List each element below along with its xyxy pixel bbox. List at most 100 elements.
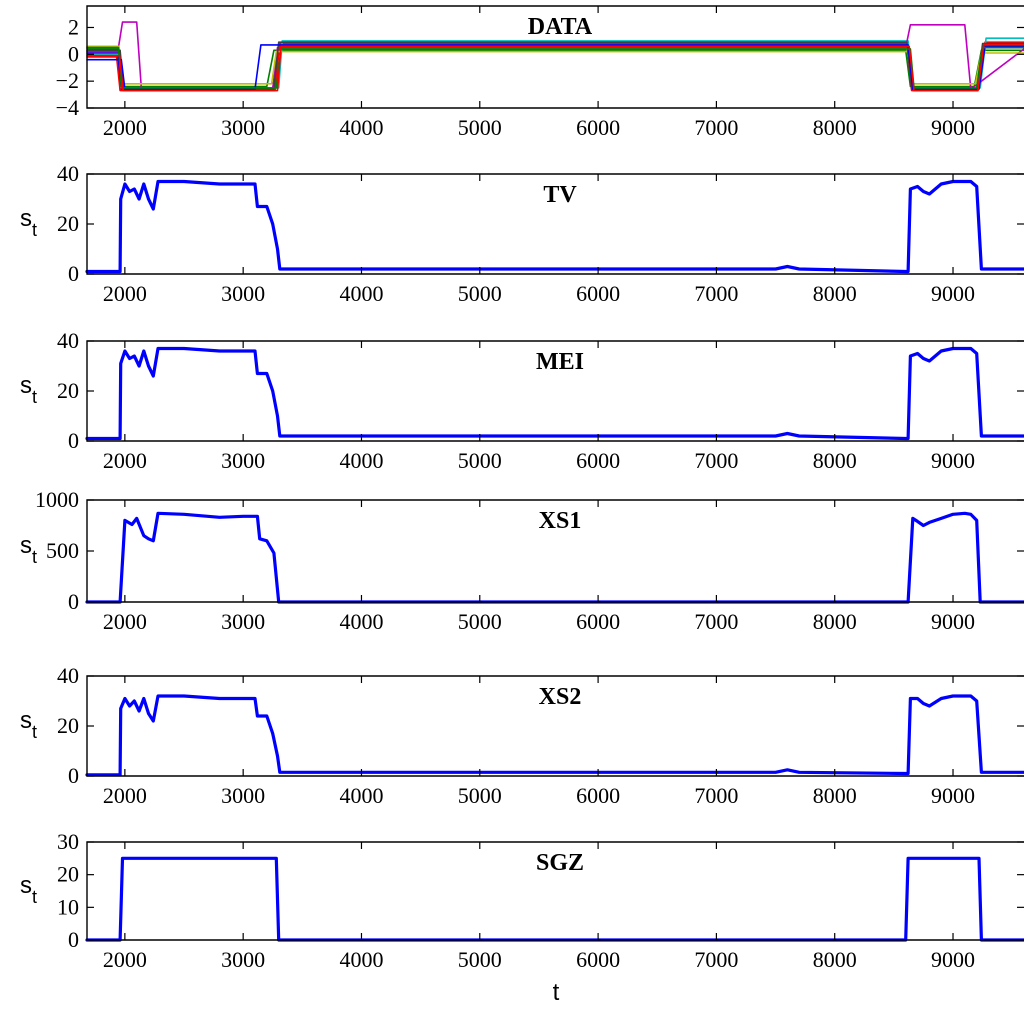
y-tick-label: 20 bbox=[57, 862, 79, 887]
y-tick-label: 0 bbox=[68, 763, 79, 788]
x-tick-label: 8000 bbox=[813, 947, 857, 972]
y-tick-label: 40 bbox=[57, 328, 79, 353]
x-tick-label: 2000 bbox=[103, 281, 147, 306]
panel-title: SGZ bbox=[536, 850, 584, 876]
x-tick-label: 9000 bbox=[931, 115, 975, 140]
y-tick-label: −2 bbox=[56, 68, 79, 93]
series-line bbox=[86, 44, 1024, 92]
x-tick-label: 2000 bbox=[103, 783, 147, 808]
x-tick-label: 3000 bbox=[221, 609, 265, 634]
x-tick-label: 9000 bbox=[931, 609, 975, 634]
y-tick-label: 1000 bbox=[35, 487, 79, 512]
x-tick-label: 5000 bbox=[458, 783, 502, 808]
panel-title: MEI bbox=[536, 349, 584, 375]
y-tick-label: −4 bbox=[56, 95, 79, 120]
y-tick-label: 0 bbox=[68, 927, 79, 952]
x-tick-label: 2000 bbox=[103, 947, 147, 972]
x-tick-label: 9000 bbox=[931, 281, 975, 306]
axis-frame bbox=[86, 5, 1024, 109]
x-tick-label: 5000 bbox=[458, 281, 502, 306]
x-tick-label: 3000 bbox=[221, 783, 265, 808]
x-tick-label: 5000 bbox=[458, 609, 502, 634]
x-tick-label: 8000 bbox=[813, 783, 857, 808]
x-tick-label: 8000 bbox=[813, 281, 857, 306]
x-tick-label: 7000 bbox=[694, 947, 738, 972]
x-tick-label: 4000 bbox=[339, 609, 383, 634]
panel-xs1: 2000 3000 4000 5000 6000 7000 8000 9000 0 500 1000… bbox=[20, 487, 1024, 634]
y-tick-label: 500 bbox=[46, 538, 79, 563]
x-tick-label: 9000 bbox=[931, 947, 975, 972]
series-line bbox=[86, 46, 1024, 89]
y-tick-label: 0 bbox=[68, 41, 79, 66]
x-tick-label: 4000 bbox=[339, 115, 383, 140]
y-axis-label: st bbox=[20, 205, 37, 240]
panels: 2000 3000 4000 5000 6000 7000 8000 9000−4−202 DA… bbox=[20, 5, 1024, 972]
y-tick-label: 20 bbox=[57, 378, 79, 403]
series-line bbox=[86, 45, 1024, 90]
x-tick-label: 4000 bbox=[339, 947, 383, 972]
series-line bbox=[86, 44, 1024, 90]
series-line bbox=[86, 48, 1024, 88]
y-tick-label: 30 bbox=[57, 829, 79, 854]
axis-frame bbox=[86, 841, 1024, 941]
x-tick-label: 4000 bbox=[339, 281, 383, 306]
panel-title: XS1 bbox=[539, 508, 582, 534]
y-tick-label: 40 bbox=[57, 161, 79, 186]
x-tick-label: 8000 bbox=[813, 448, 857, 473]
x-tick-label: 3000 bbox=[221, 281, 265, 306]
panel-data: 2000 3000 4000 5000 6000 7000 8000 9000 −4−202 DA… bbox=[56, 5, 1024, 140]
series-line bbox=[85, 511, 1024, 604]
x-tick-label: 7000 bbox=[694, 448, 738, 473]
y-tick-label: 20 bbox=[57, 211, 79, 236]
x-axis-label: t bbox=[553, 979, 560, 1006]
x-tick-label: 5000 bbox=[458, 947, 502, 972]
x-tick-label: 5000 bbox=[458, 115, 502, 140]
y-axis-label: st bbox=[20, 532, 37, 567]
x-tick-label: 2000 bbox=[103, 448, 147, 473]
series-line bbox=[85, 346, 1024, 441]
series-line bbox=[86, 21, 1024, 90]
x-tick-label: 9000 bbox=[931, 783, 975, 808]
y-tick-label: 10 bbox=[57, 894, 79, 919]
panel-title: DATA bbox=[528, 14, 593, 40]
series-line bbox=[86, 45, 1024, 85]
x-tick-label: 7000 bbox=[694, 783, 738, 808]
y-tick-label: 2 bbox=[68, 14, 79, 39]
x-tick-label: 7000 bbox=[694, 115, 738, 140]
panel-title: TV bbox=[543, 182, 577, 208]
x-tick-label: 5000 bbox=[458, 448, 502, 473]
x-tick-label: 6000 bbox=[576, 281, 620, 306]
x-tick-label: 4000 bbox=[339, 448, 383, 473]
y-tick-label: 40 bbox=[57, 663, 79, 688]
y-tick-label: 0 bbox=[68, 261, 79, 286]
y-axis-label: st bbox=[20, 872, 37, 907]
panel-title: XS2 bbox=[539, 684, 582, 710]
x-tick-label: 6000 bbox=[576, 783, 620, 808]
y-axis-label: st bbox=[20, 372, 37, 407]
y-axis-label: st bbox=[20, 707, 37, 742]
x-tick-label: 6000 bbox=[576, 448, 620, 473]
x-tick-label: 6000 bbox=[576, 115, 620, 140]
x-tick-label: 8000 bbox=[813, 115, 857, 140]
panel-xs2: 2000 3000 4000 5000 6000 7000 8000 9000 0 20 40 XS2… bbox=[20, 663, 1024, 808]
series-line bbox=[85, 694, 1024, 777]
panel-sgz: 2000 3000 4000 5000 6000 7000 8000 9000 0 10 20 30 S… bbox=[20, 829, 1024, 972]
x-tick-label: 6000 bbox=[576, 947, 620, 972]
y-tick-label: 0 bbox=[68, 589, 79, 614]
x-tick-label: 2000 bbox=[103, 609, 147, 634]
y-tick-label: 0 bbox=[68, 428, 79, 453]
x-tick-label: 7000 bbox=[694, 281, 738, 306]
x-tick-label: 8000 bbox=[813, 609, 857, 634]
x-tick-label: 9000 bbox=[931, 448, 975, 473]
panel-tv: 2000 3000 4000 5000 6000 7000 8000 9000 0 20 40 TV s… bbox=[20, 161, 1024, 306]
x-tick-label: 3000 bbox=[221, 947, 265, 972]
x-tick-label: 7000 bbox=[694, 609, 738, 634]
x-tick-label: 4000 bbox=[339, 783, 383, 808]
x-tick-label: 3000 bbox=[221, 448, 265, 473]
series-line bbox=[85, 179, 1024, 274]
x-tick-label: 2000 bbox=[103, 115, 147, 140]
panel-mei: 2000 3000 4000 5000 6000 7000 8000 9000 0 20 40 MEI… bbox=[20, 328, 1024, 473]
y-tick-label: 20 bbox=[57, 713, 79, 738]
x-tick-label: 6000 bbox=[576, 609, 620, 634]
